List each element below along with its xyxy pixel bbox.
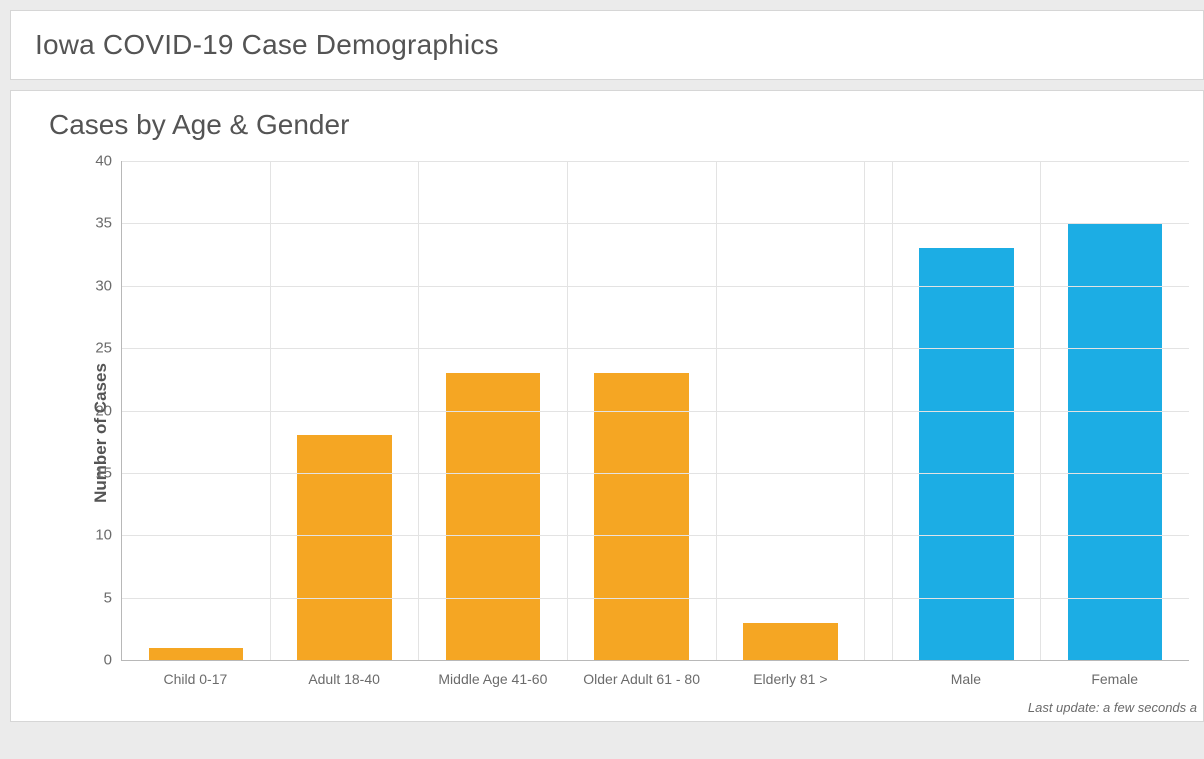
gridline [122, 598, 1189, 599]
x-tick-label: Child 0-17 [121, 671, 270, 687]
y-tick-label: 15 [95, 464, 122, 481]
y-axis-label: Number of Cases [91, 363, 111, 503]
page-title: Iowa COVID-19 Case Demographics [35, 29, 1179, 61]
y-tick-label: 0 [104, 652, 122, 669]
gridline [122, 473, 1189, 474]
x-tick-label: Female [1040, 671, 1189, 687]
gridline [122, 223, 1189, 224]
x-tick-label: Elderly 81 > [716, 671, 865, 687]
bar [594, 373, 688, 660]
chart-area: Number of Cases 0510152025303540 Child 0… [39, 153, 1195, 713]
y-tick-label: 5 [104, 589, 122, 606]
gridline [122, 286, 1189, 287]
gridline [122, 161, 1189, 162]
x-axis-labels: Child 0-17Adult 18-40Middle Age 41-60Old… [121, 671, 1189, 687]
chart-title: Cases by Age & Gender [49, 109, 1195, 141]
y-tick-label: 35 [95, 215, 122, 232]
y-tick-label: 10 [95, 527, 122, 544]
gridline [122, 348, 1189, 349]
x-tick-label: Male [892, 671, 1041, 687]
y-tick-label: 30 [95, 277, 122, 294]
bar [297, 435, 391, 660]
header-panel: Iowa COVID-19 Case Demographics [10, 10, 1204, 80]
x-tick-label: Middle Age 41-60 [419, 671, 568, 687]
gridline [122, 411, 1189, 412]
bar [1068, 223, 1162, 660]
plot-region: 0510152025303540 [121, 161, 1189, 661]
y-tick-label: 20 [95, 402, 122, 419]
chart-panel: Cases by Age & Gender Number of Cases 05… [10, 90, 1204, 722]
bar [149, 648, 243, 660]
bar [446, 373, 540, 660]
x-tick-label: Older Adult 61 - 80 [567, 671, 716, 687]
bar [743, 623, 837, 660]
y-tick-label: 25 [95, 340, 122, 357]
y-tick-label: 40 [95, 153, 122, 170]
last-update-text: Last update: a few seconds a [1028, 700, 1197, 715]
gridline [122, 535, 1189, 536]
x-tick-label: Adult 18-40 [270, 671, 419, 687]
group-gap [865, 671, 892, 687]
